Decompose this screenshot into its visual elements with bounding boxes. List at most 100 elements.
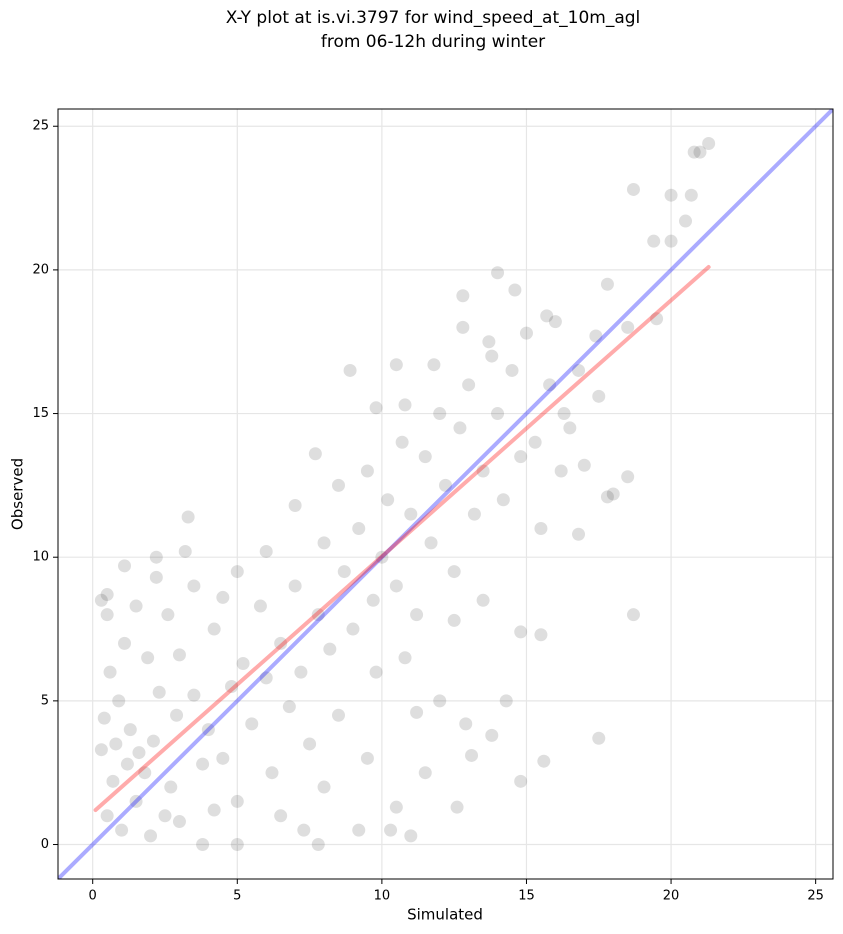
scatter-point — [294, 665, 308, 679]
scatter-point — [410, 705, 424, 719]
scatter-point — [534, 521, 548, 535]
scatter-point — [537, 754, 551, 768]
scatter-point — [433, 407, 447, 421]
scatter-point — [178, 544, 192, 558]
reference-line — [58, 109, 833, 879]
y-tick-label: 10 — [32, 550, 49, 565]
scatter-point — [485, 728, 499, 742]
scatter-point — [664, 234, 678, 248]
scatter-point — [647, 234, 661, 248]
scatter-point — [138, 766, 152, 780]
scatter-point — [577, 458, 591, 472]
scatter-point — [369, 401, 383, 415]
reference-line — [93, 265, 711, 813]
scatter-point — [230, 838, 244, 852]
axes-frame — [57, 108, 834, 880]
scatter-point — [404, 507, 418, 521]
scatter-point — [491, 266, 505, 280]
scatter-point — [115, 823, 129, 837]
scatter-point — [97, 711, 111, 725]
scatter-point — [621, 320, 635, 334]
scatter-point — [100, 809, 114, 823]
scatter-point — [103, 665, 117, 679]
scatter-point — [467, 507, 481, 521]
scatter-point — [410, 608, 424, 622]
scatter-point — [196, 838, 210, 852]
scatter-point — [453, 421, 467, 435]
scatter-point — [456, 320, 470, 334]
scatter-point — [418, 450, 432, 464]
scatter-point — [201, 723, 215, 737]
scatter-point — [118, 559, 132, 573]
scatter-point — [514, 625, 528, 639]
scatter-point — [120, 757, 134, 771]
scatter-point — [626, 182, 640, 196]
chart-title: X-Y plot at is.vi.3797 for wind_speed_at… — [226, 8, 641, 28]
scatter-point — [476, 593, 490, 607]
scatter-point — [592, 731, 606, 745]
scatter-point — [621, 470, 635, 484]
scatter-point — [398, 398, 412, 412]
scatter-point — [485, 349, 499, 363]
scatter-point — [311, 838, 325, 852]
scatter-point — [207, 803, 221, 817]
scatter-point — [230, 794, 244, 808]
chart-subtitle: from 06-12h during winter — [321, 32, 545, 52]
scatter-point — [236, 657, 250, 671]
scatter-point — [404, 829, 418, 843]
scatter-point — [491, 407, 505, 421]
scatter-point — [274, 809, 288, 823]
scatter-point — [112, 694, 126, 708]
scatter-point — [459, 717, 473, 731]
scatter-point — [395, 435, 409, 449]
scatter-point — [172, 815, 186, 829]
scatter-point — [664, 188, 678, 202]
scatter-point — [572, 527, 586, 541]
scatter-point — [465, 748, 479, 762]
scatter-point — [589, 329, 603, 343]
scatter-point — [702, 136, 716, 150]
grid — [58, 109, 833, 879]
scatter-point — [398, 651, 412, 665]
scatter-point — [317, 780, 331, 794]
scatter-point — [360, 751, 374, 765]
scatter-point — [282, 700, 296, 714]
scatter-point — [375, 550, 389, 564]
scatter-point — [381, 493, 395, 507]
scatter-point — [146, 734, 160, 748]
scatter-point — [118, 636, 132, 650]
scatter-point — [170, 708, 184, 722]
scatter-point — [288, 579, 302, 593]
x-axis-label: Simulated — [407, 906, 483, 924]
y-tick-label: 0 — [41, 837, 49, 852]
scatter-point — [337, 565, 351, 579]
scatter-point — [196, 757, 210, 771]
scatter-point — [352, 823, 366, 837]
scatter-point — [94, 743, 108, 757]
scatter-point — [149, 550, 163, 564]
scatter-point — [600, 490, 614, 504]
scatter-point — [389, 358, 403, 372]
scatter-point — [389, 579, 403, 593]
scatter-point — [687, 145, 701, 159]
scatter-point — [259, 671, 273, 685]
scatter-point — [563, 421, 577, 435]
scatter-point — [161, 608, 175, 622]
scatter-point — [626, 608, 640, 622]
scatter-point — [152, 685, 166, 699]
scatter-point — [308, 447, 322, 461]
scatter-point — [543, 378, 557, 392]
scatter-point — [253, 599, 267, 613]
x-tick-label: 20 — [663, 889, 680, 904]
scatter-point — [123, 723, 137, 737]
scatter-point — [384, 823, 398, 837]
scatter-point — [100, 608, 114, 622]
scatter-point — [606, 487, 620, 501]
x-tick-label: 15 — [518, 889, 535, 904]
scatter-point — [216, 751, 230, 765]
scatter-point — [144, 829, 158, 843]
x-tick-label: 10 — [374, 889, 391, 904]
y-axis-label: Observed — [9, 458, 27, 530]
